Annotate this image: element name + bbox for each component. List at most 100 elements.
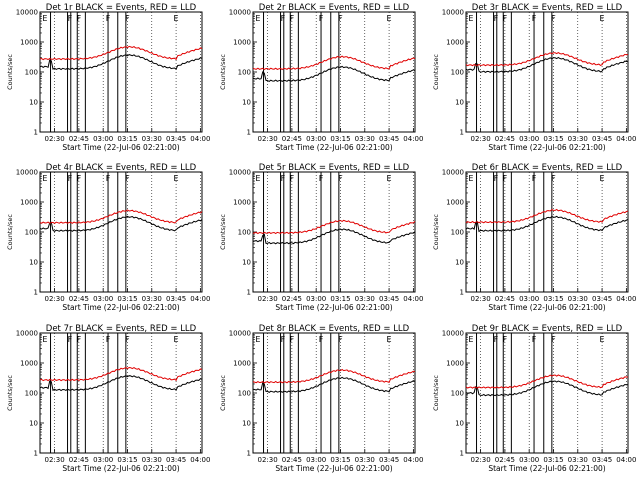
x-tick-label: 02:30 (257, 135, 277, 143)
marker-label: F (77, 14, 82, 23)
x-tick-label: 03:45 (379, 295, 399, 303)
marker-label: F (319, 174, 324, 183)
y-tick-label: 1 (247, 289, 251, 297)
x-tick-label: 02:45 (69, 456, 89, 464)
panel-det-9: Det 9r BLACK = Events, RED = LLD 1 10 100 10… (432, 324, 636, 473)
x-tick-label: 04:00 (403, 295, 423, 303)
y-tick-label: 10000 (229, 169, 251, 177)
marker-label: E (468, 174, 473, 183)
y-tick-label: 10 (242, 259, 251, 267)
y-tick-label: 1000 (20, 199, 38, 207)
y-axis-label: Counts/sec (6, 54, 14, 90)
y-tick-label: 10000 (442, 330, 464, 338)
marker-label: E (468, 14, 473, 23)
marker-label: F (551, 335, 556, 344)
x-axis-label: Start Time (22-Jul-06 02:21:00) (275, 303, 392, 312)
marker-label: F (77, 174, 82, 183)
x-tick-label: 03:45 (592, 456, 612, 464)
marker-label: F (281, 14, 286, 23)
x-tick-label: 02:30 (470, 456, 490, 464)
lld-series-line (39, 366, 203, 382)
x-axis-label: Start Time (22-Jul-06 02:21:00) (275, 464, 392, 473)
panel-det-1: Det 1r BLACK = Events, RED = LLD 1 10 100 10… (6, 3, 210, 152)
x-tick-label: 02:45 (495, 456, 515, 464)
x-tick-label: 03:00 (519, 456, 539, 464)
x-tick-label: 02:45 (495, 295, 515, 303)
x-tick-label: 04:00 (616, 456, 636, 464)
y-tick-label: 100 (451, 390, 464, 398)
panel-title: Det 5r BLACK = Events, RED = LLD (259, 163, 410, 173)
y-tick-label: 10 (29, 420, 38, 428)
plot-frame (39, 11, 203, 133)
x-tick-label: 02:45 (282, 135, 302, 143)
lld-series-line (465, 208, 629, 224)
y-tick-label: 10 (455, 259, 464, 267)
x-tick-label: 02:45 (495, 135, 515, 143)
x-tick-label: 03:00 (93, 456, 113, 464)
x-axis-label: Start Time (22-Jul-06 02:21:00) (488, 303, 605, 312)
y-tick-label: 100 (238, 69, 251, 77)
lld-series-line (39, 209, 203, 225)
y-tick-label: 10000 (229, 330, 251, 338)
panel-title: Det 7r BLACK = Events, RED = LLD (46, 324, 197, 334)
marker-label: F (68, 174, 73, 183)
x-tick-label: 03:15 (330, 135, 350, 143)
y-tick-label: 100 (451, 69, 464, 77)
y-tick-label: 1 (34, 289, 38, 297)
marker-label: F (319, 335, 324, 344)
marker-label: E (600, 335, 605, 344)
marker-label: F (532, 335, 537, 344)
panel-title: Det 4r BLACK = Events, RED = LLD (46, 163, 197, 173)
panel-det-5: Det 5r BLACK = Events, RED = LLD 1 10 100 10… (219, 163, 423, 312)
marker-label: F (338, 174, 343, 183)
marker-label: F (106, 14, 111, 23)
x-tick-label: 04:00 (190, 456, 210, 464)
y-tick-label: 1 (34, 129, 38, 137)
x-tick-label: 02:45 (69, 135, 89, 143)
x-tick-label: 04:00 (190, 135, 210, 143)
y-tick-label: 100 (238, 229, 251, 237)
x-tick-label: 02:45 (69, 295, 89, 303)
marker-label: F (319, 14, 324, 23)
x-tick-label: 03:00 (93, 295, 113, 303)
y-tick-label: 1 (247, 129, 251, 137)
marker-label: F (532, 14, 537, 23)
y-tick-label: 10 (242, 420, 251, 428)
y-tick-label: 1000 (20, 360, 38, 368)
y-axis-label: Counts/sec (6, 214, 14, 250)
marker-label: E (42, 14, 47, 23)
y-axis-label: Counts/sec (432, 54, 440, 90)
y-tick-label: 10000 (16, 330, 38, 338)
marker-label: F (106, 335, 111, 344)
x-tick-label: 03:45 (166, 295, 186, 303)
x-tick-label: 02:30 (470, 295, 490, 303)
panel-det-6: Det 6r BLACK = Events, RED = LLD 1 10 100 10… (432, 163, 636, 312)
marker-label: E (387, 174, 392, 183)
marker-label: F (494, 14, 499, 23)
marker-label: F (77, 335, 82, 344)
marker-label: E (255, 335, 260, 344)
x-tick-label: 03:00 (306, 135, 326, 143)
marker-label: E (42, 335, 47, 344)
events-series-line (252, 376, 416, 394)
y-tick-label: 1 (34, 450, 38, 458)
events-series-line (252, 65, 416, 83)
y-tick-label: 100 (25, 69, 38, 77)
x-axis-label: Start Time (22-Jul-06 02:21:00) (62, 303, 179, 312)
y-tick-label: 100 (25, 390, 38, 398)
y-tick-label: 10 (455, 420, 464, 428)
x-tick-label: 03:00 (306, 295, 326, 303)
y-tick-label: 10000 (229, 9, 251, 17)
x-tick-label: 03:00 (519, 135, 539, 143)
lld-series-line (39, 45, 203, 61)
x-tick-label: 03:15 (117, 456, 137, 464)
x-axis-label: Start Time (22-Jul-06 02:21:00) (62, 143, 179, 152)
x-tick-label: 03:45 (379, 456, 399, 464)
events-series-line (39, 215, 203, 233)
panel-title: Det 3r BLACK = Events, RED = LLD (472, 3, 623, 13)
y-tick-label: 1000 (446, 39, 464, 47)
events-series-line (39, 375, 203, 392)
y-tick-label: 1 (460, 450, 464, 458)
marker-label: F (494, 174, 499, 183)
panel-title: Det 8r BLACK = Events, RED = LLD (259, 324, 410, 334)
